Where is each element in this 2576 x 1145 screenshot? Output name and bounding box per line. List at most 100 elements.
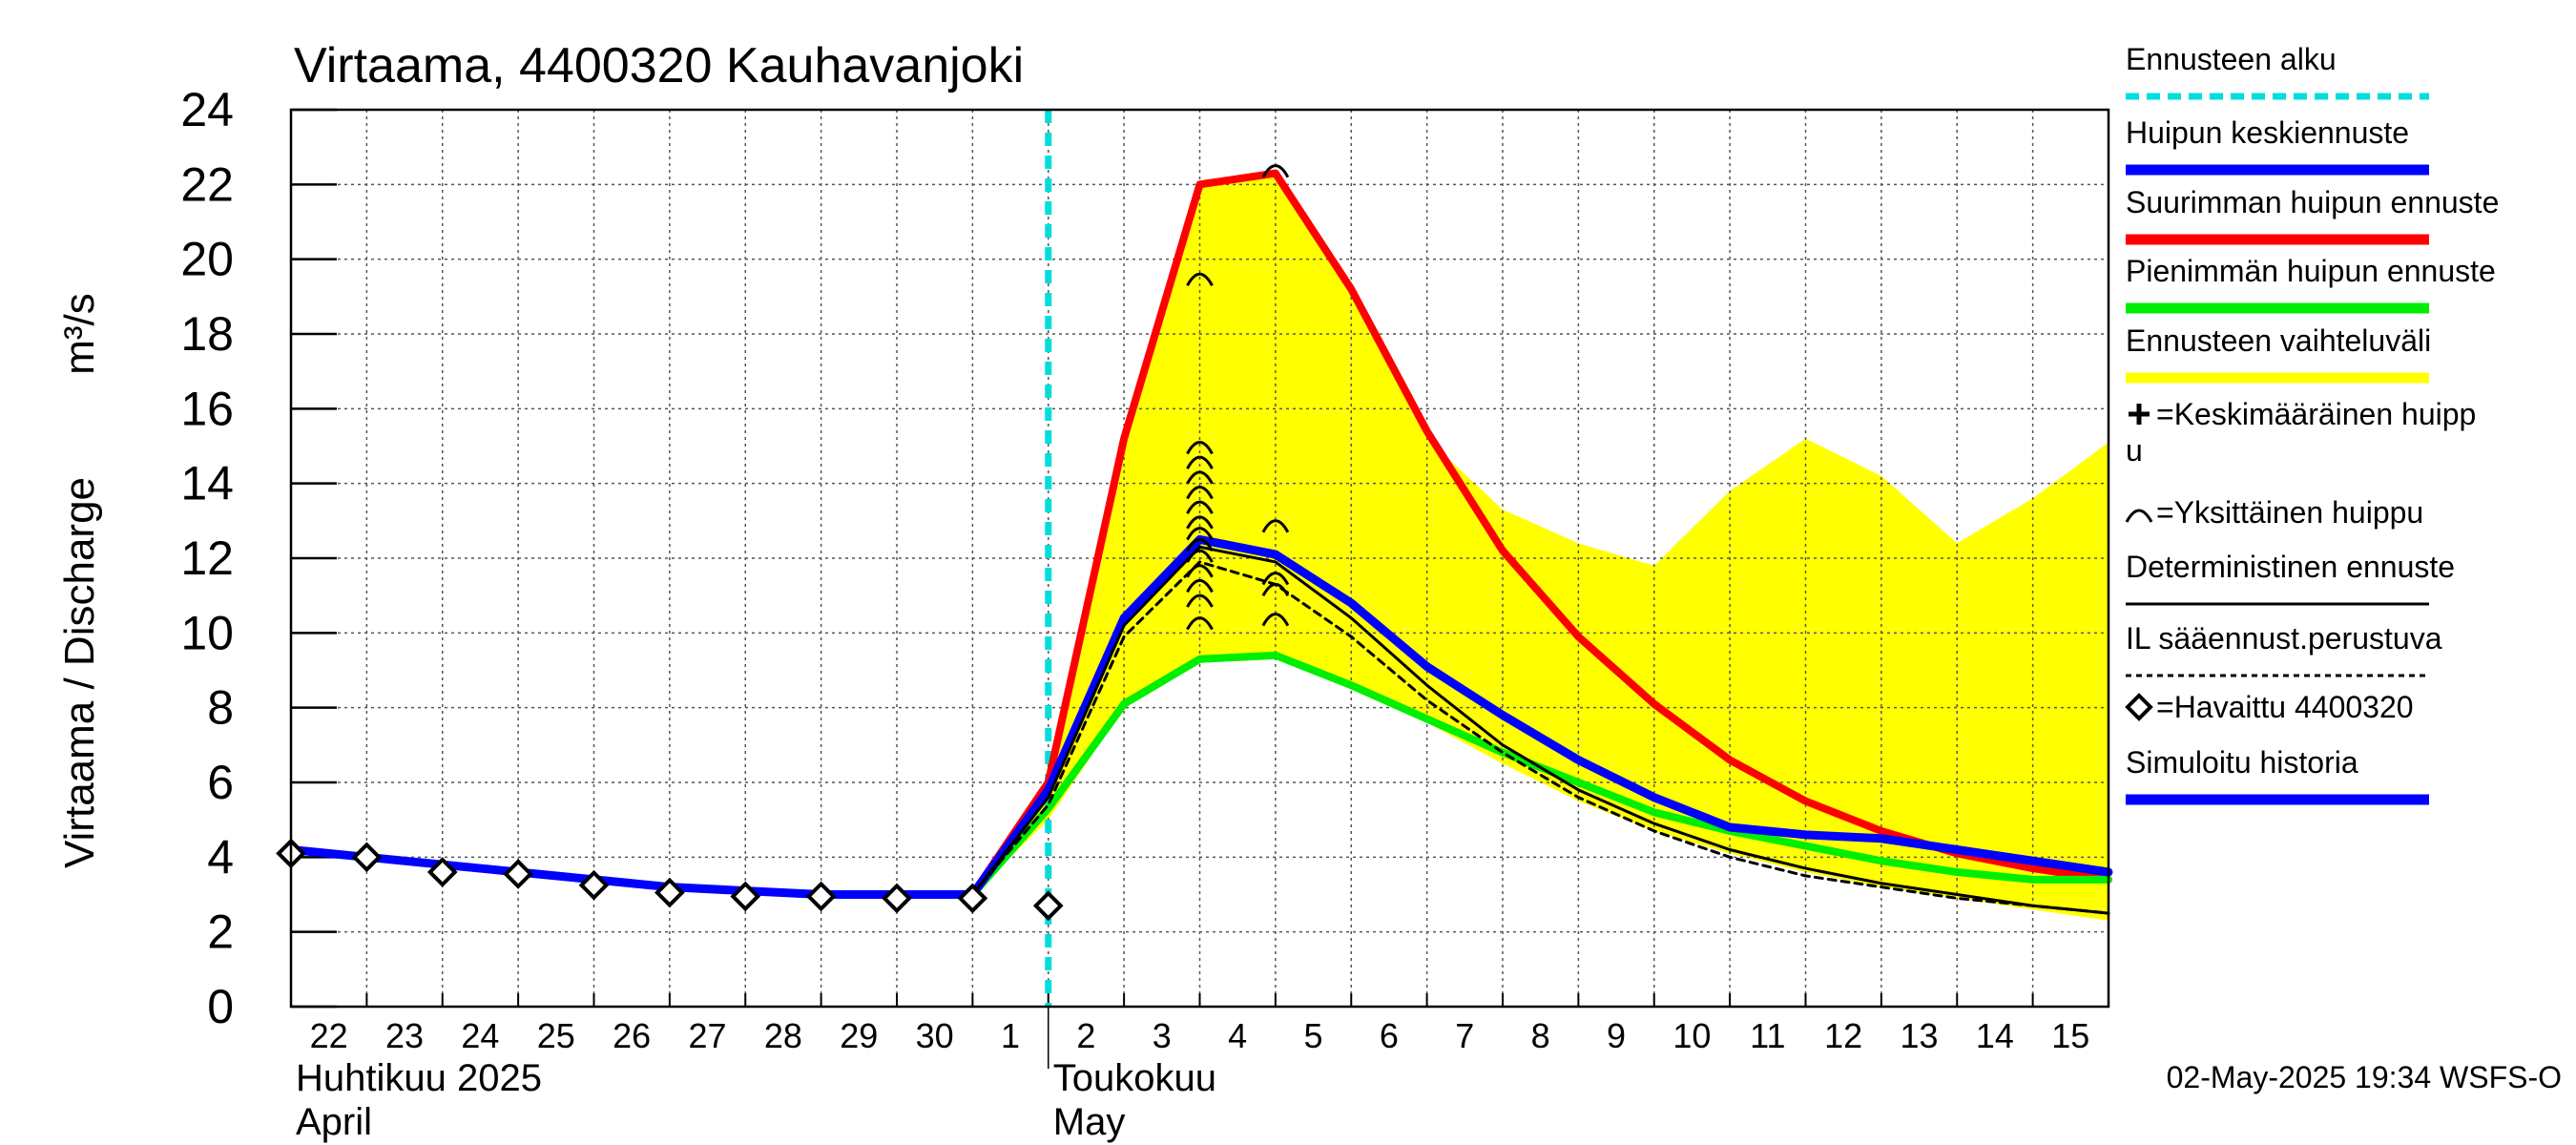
peak-marker bbox=[1186, 527, 1214, 541]
y-tick-label: 12 bbox=[180, 531, 234, 585]
y-tick-label: 2 bbox=[207, 906, 234, 959]
x-tick-label: 6 bbox=[1380, 1016, 1399, 1055]
x-tick-label: 9 bbox=[1607, 1016, 1626, 1055]
peak-marker bbox=[1186, 272, 1214, 286]
legend-item-suurimman-huipun-ennuste: Suurimman huipun ennuste bbox=[2126, 185, 2499, 245]
x-tick-label: 27 bbox=[689, 1016, 727, 1055]
x-tick-label: 10 bbox=[1672, 1016, 1711, 1055]
legend-plus-icon bbox=[2129, 404, 2150, 425]
y-tick-label: 16 bbox=[180, 382, 234, 435]
legend-label-cont: u bbox=[2126, 433, 2143, 468]
y-axis-label: Virtaama / Discharge bbox=[56, 477, 103, 868]
series-deterministinen-ennuste bbox=[970, 545, 2110, 915]
legend-label: =Keskimääräinen huipp bbox=[2156, 397, 2476, 431]
peak-marker bbox=[1186, 549, 1214, 563]
x-tick-label: 25 bbox=[537, 1016, 575, 1055]
y-tick-label: 0 bbox=[207, 980, 234, 1033]
month-label-fi: Huhtikuu 2025 bbox=[296, 1057, 542, 1099]
legend-item-deterministinen-ennuste: Deterministinen ennuste bbox=[2126, 550, 2455, 606]
observed-point bbox=[1032, 890, 1064, 922]
legend-label: Deterministinen ennuste bbox=[2126, 550, 2455, 584]
x-tick-label: 8 bbox=[1531, 1016, 1550, 1055]
legend-item-il-s-ennust-perustuva: IL sääennust.perustuva bbox=[2126, 621, 2442, 677]
observed-point bbox=[957, 883, 988, 914]
observed-point bbox=[882, 883, 912, 914]
peak-marker bbox=[1186, 470, 1214, 485]
x-tick-label: 22 bbox=[310, 1016, 348, 1055]
legend-item-keskim-r-inen-huipp: =Keskimääräinen huipp u bbox=[2126, 397, 2476, 468]
peak-marker bbox=[1186, 455, 1214, 469]
x-tick-label: 23 bbox=[385, 1016, 424, 1055]
peak-marker bbox=[1261, 572, 1290, 586]
legend-label: Ennusteen vaihteluväli bbox=[2126, 323, 2431, 358]
y-axis-unit: m³/s bbox=[56, 293, 103, 375]
peak-marker bbox=[1186, 441, 1214, 455]
y-tick-label: 18 bbox=[180, 307, 234, 361]
legend-item-ennusteen-vaihteluv-li: Ennusteen vaihteluväli bbox=[2126, 323, 2431, 384]
x-tick-label: 5 bbox=[1304, 1016, 1323, 1055]
peak-marker bbox=[1186, 537, 1214, 552]
x-tick-label: 15 bbox=[2051, 1016, 2089, 1055]
observed-point bbox=[805, 881, 837, 912]
peak-marker bbox=[1186, 515, 1214, 530]
y-tick-label: 24 bbox=[180, 83, 234, 136]
x-tick-label: 26 bbox=[613, 1016, 651, 1055]
legend-item-simuloitu-historia: Simuloitu historia bbox=[2126, 745, 2429, 805]
legend-item-ennusteen-alku: Ennusteen alku bbox=[2126, 42, 2429, 100]
x-tick-label: 13 bbox=[1901, 1016, 1939, 1055]
x-tick-label: 29 bbox=[840, 1016, 878, 1055]
peak-marker bbox=[1261, 613, 1290, 627]
peak-marker bbox=[1186, 616, 1214, 631]
series-il-s-ennust-perustuva bbox=[970, 560, 2110, 915]
observed-point bbox=[426, 857, 458, 887]
peak-marker bbox=[1186, 578, 1214, 593]
month-label-fi: Toukokuu bbox=[1053, 1057, 1216, 1099]
x-tick-label: 24 bbox=[461, 1016, 499, 1055]
legend-label: Huipun keskiennuste bbox=[2126, 115, 2409, 150]
peak-marker bbox=[1186, 486, 1214, 500]
observed-point bbox=[654, 877, 685, 908]
y-tick-label: 14 bbox=[180, 457, 234, 510]
legend-label: Ennusteen alku bbox=[2126, 42, 2337, 76]
x-tick-label: 28 bbox=[764, 1016, 802, 1055]
peak-marker bbox=[1261, 582, 1290, 597]
peak-marker bbox=[1261, 519, 1290, 533]
legend-item-havaittu-4400320: =Havaittu 4400320 bbox=[2125, 690, 2414, 724]
peak-marker bbox=[1186, 500, 1214, 514]
legend-label: Suurimman huipun ennuste bbox=[2126, 185, 2499, 219]
plot-frame bbox=[289, 108, 2110, 1009]
legend-label: Pienimmän huipun ennuste bbox=[2126, 254, 2496, 288]
legend-label: IL sääennust.perustuva bbox=[2126, 621, 2442, 656]
legend-label: =Yksittäinen huippu bbox=[2156, 495, 2423, 530]
legend-item-yksitt-inen-huippu: =Yksittäinen huippu bbox=[2125, 495, 2423, 530]
legend: Ennusteen alku Huipun keskiennuste Suurimm… bbox=[2125, 42, 2499, 805]
x-tick-label: 4 bbox=[1228, 1016, 1247, 1055]
peak-marker bbox=[1261, 164, 1290, 178]
observed-point bbox=[351, 842, 383, 873]
y-tick-label: 4 bbox=[207, 830, 234, 884]
x-tick-label: 12 bbox=[1824, 1016, 1862, 1055]
legend-label: Simuloitu historia bbox=[2126, 745, 2358, 780]
x-tick-label: 14 bbox=[1976, 1016, 2014, 1055]
legend-item-huipun-keskiennuste: Huipun keskiennuste bbox=[2126, 115, 2429, 176]
timestamp-footer: 02-May-2025 19:34 WSFS-O bbox=[2167, 1060, 2562, 1094]
observed-point bbox=[730, 881, 761, 912]
y-tick-label: 6 bbox=[207, 756, 234, 809]
peak-marker bbox=[1186, 564, 1214, 578]
x-tick-label: 7 bbox=[1455, 1016, 1474, 1055]
legend-arc-icon bbox=[2125, 509, 2153, 523]
observed-point bbox=[503, 859, 533, 889]
observed-point bbox=[578, 869, 610, 901]
x-tick-label: 3 bbox=[1153, 1016, 1172, 1055]
y-tick-label: 20 bbox=[180, 233, 234, 286]
legend-item-pienimm-n-huipun-ennuste: Pienimmän huipun ennuste bbox=[2126, 254, 2496, 314]
x-tick-label: 30 bbox=[916, 1016, 954, 1055]
legend-label: =Havaittu 4400320 bbox=[2156, 690, 2414, 724]
y-tick-label: 22 bbox=[180, 157, 234, 211]
x-tick-label: 11 bbox=[1750, 1016, 1785, 1055]
chart-title: Virtaama, 4400320 Kauhavanjoki bbox=[294, 38, 1024, 94]
month-label-en: April bbox=[296, 1101, 372, 1143]
peak-marker bbox=[1186, 593, 1214, 608]
